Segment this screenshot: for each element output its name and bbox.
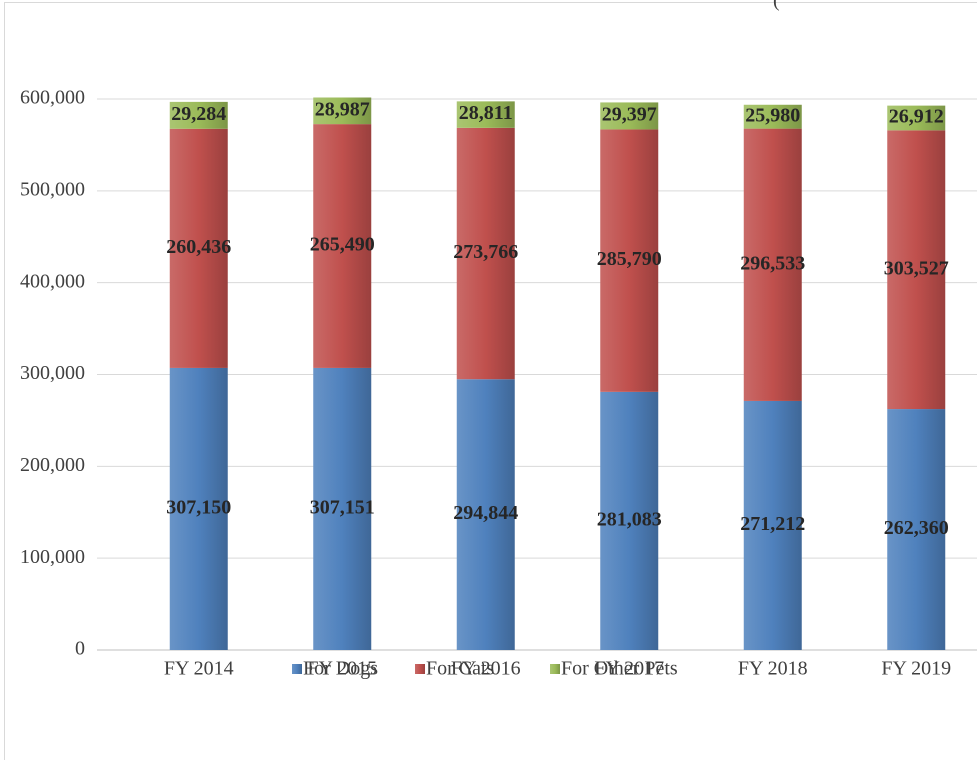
- data-label: 265,490: [310, 234, 375, 256]
- data-label: 271,212: [740, 513, 805, 535]
- x-tick-label: FY 2016: [451, 658, 521, 680]
- y-tick-label: 100,000: [20, 546, 85, 568]
- x-tick-label: FY 2017: [594, 658, 664, 680]
- data-label: 285,790: [597, 248, 662, 270]
- data-label: 273,766: [453, 241, 518, 263]
- bar-segment: [887, 105, 946, 131]
- bar-segment: [600, 129, 659, 392]
- chart-title: (: [773, 0, 780, 12]
- data-label: 307,150: [166, 497, 231, 519]
- data-label: 307,151: [310, 497, 375, 519]
- legend-marker: [292, 664, 302, 674]
- chart-frame: [4, 2, 977, 760]
- bar-segment: [887, 130, 946, 410]
- bar-segment: [743, 400, 802, 650]
- bar-segment: [600, 391, 659, 650]
- y-tick-label: 0: [75, 638, 85, 660]
- bar-segment: [456, 101, 515, 128]
- bar-segment: [313, 124, 372, 368]
- data-label: 294,844: [453, 502, 518, 524]
- y-tick-label: 300,000: [20, 362, 85, 384]
- data-label: 303,527: [884, 257, 949, 279]
- bar-segment: [743, 104, 802, 129]
- data-label: 29,397: [602, 104, 657, 126]
- data-label: 28,811: [459, 102, 513, 124]
- bar-segment: [743, 128, 802, 401]
- bar-segment: [887, 409, 946, 650]
- legend-marker: [550, 664, 560, 674]
- data-label: 29,284: [171, 103, 226, 125]
- data-label: 262,360: [884, 517, 949, 539]
- data-label: 28,987: [315, 98, 370, 120]
- bar-segment: [169, 128, 228, 368]
- bar-segment: [169, 367, 228, 650]
- legend-label: For Other Pets: [561, 658, 678, 680]
- x-tick-label: FY 2015: [307, 658, 377, 680]
- legend-marker: [415, 664, 425, 674]
- x-tick-label: FY 2014: [164, 658, 234, 680]
- data-label: 26,912: [889, 106, 944, 128]
- bar-segment: [313, 367, 372, 650]
- x-tick-label: FY 2018: [738, 658, 808, 680]
- bar-segment: [456, 127, 515, 380]
- data-label: 260,436: [166, 236, 231, 258]
- data-label: 25,980: [745, 104, 800, 126]
- bar-segment: [600, 102, 659, 130]
- y-tick-label: 500,000: [20, 178, 85, 200]
- bar-segment: [169, 101, 228, 129]
- y-tick-label: 400,000: [20, 270, 85, 292]
- bar-segment: [313, 97, 372, 125]
- y-tick-label: 600,000: [20, 87, 85, 109]
- data-label: 281,083: [597, 509, 662, 531]
- legend-label: For Dogs: [303, 658, 378, 680]
- y-tick-label: 200,000: [20, 454, 85, 476]
- data-label: 296,533: [740, 252, 805, 274]
- bar-segment: [456, 379, 515, 650]
- legend-label: For Cats: [426, 658, 495, 680]
- x-tick-label: FY 2019: [881, 658, 951, 680]
